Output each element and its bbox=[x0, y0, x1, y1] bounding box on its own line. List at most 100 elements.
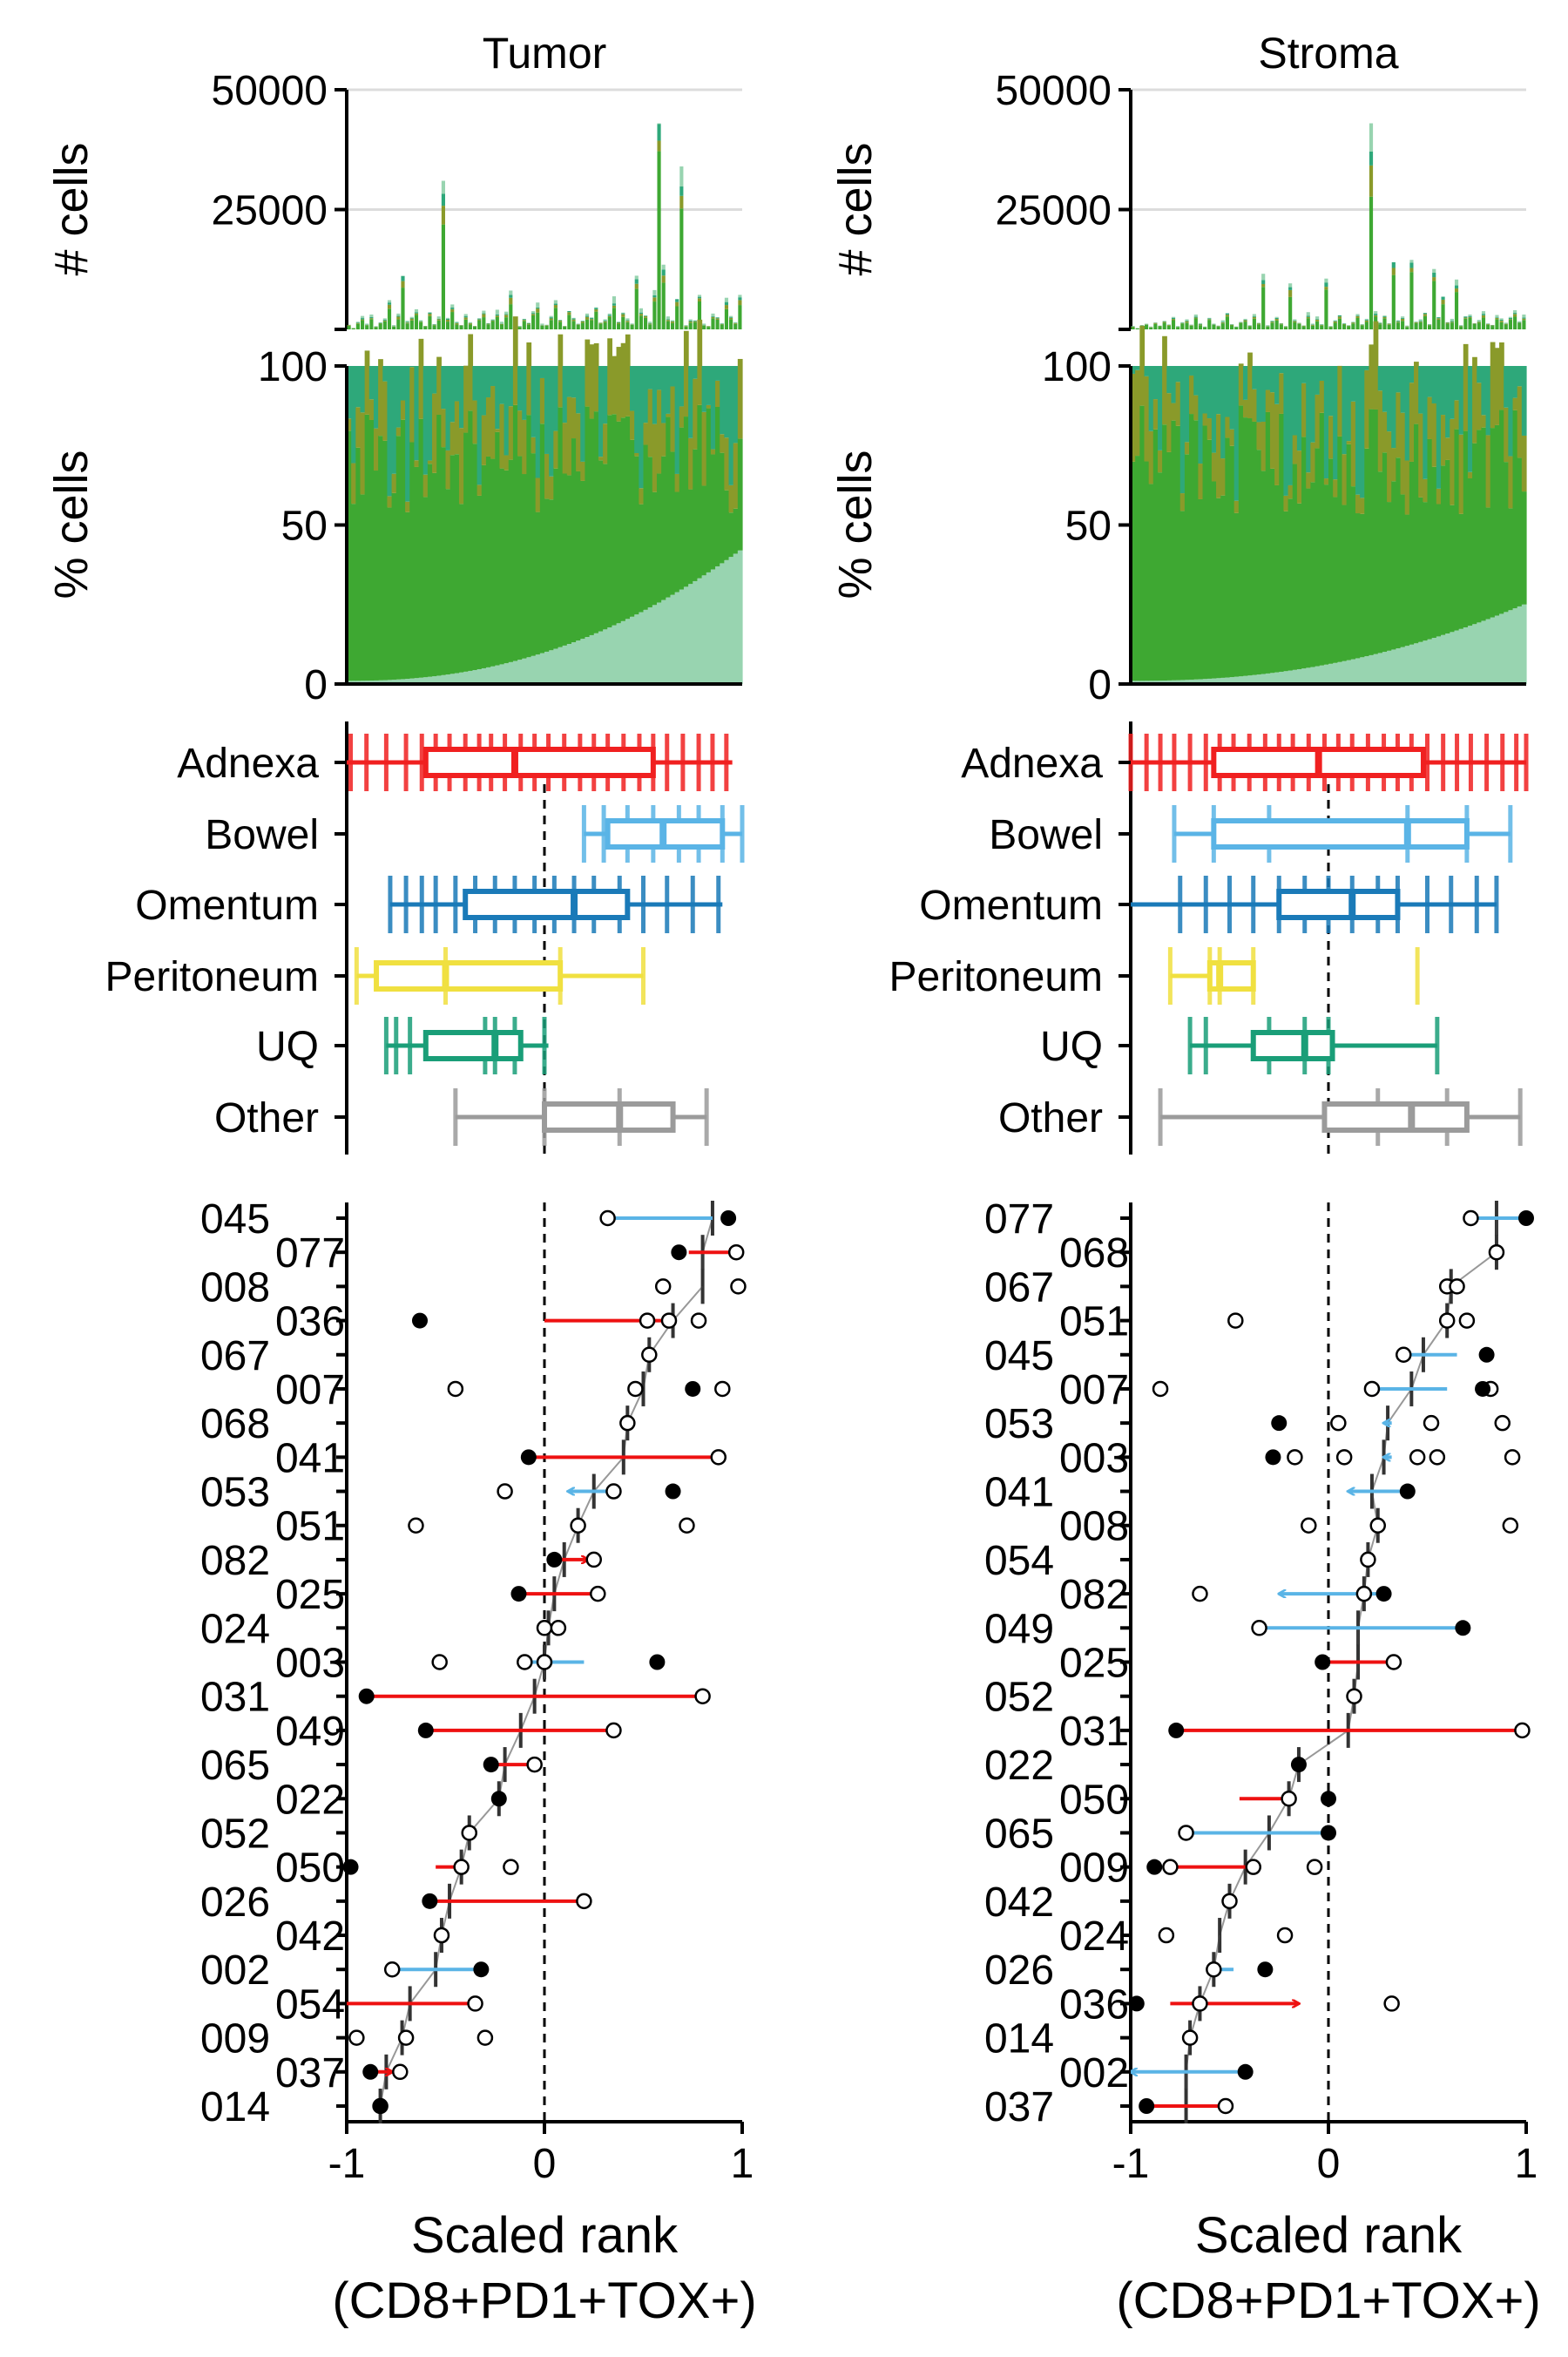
bar-segment bbox=[1388, 325, 1391, 329]
open-dot bbox=[640, 1314, 654, 1328]
bar-segment bbox=[1334, 322, 1337, 323]
stack-segment bbox=[576, 471, 581, 640]
stack-segment bbox=[1261, 366, 1267, 422]
stack-segment bbox=[486, 366, 491, 397]
stack-segment bbox=[1468, 478, 1473, 626]
stack-segment bbox=[374, 471, 379, 681]
bar-segment bbox=[1190, 326, 1193, 329]
filled-dot bbox=[1139, 2098, 1154, 2114]
stack-segment bbox=[1405, 646, 1410, 684]
open-dot bbox=[435, 1928, 449, 1942]
stack-segment bbox=[1261, 471, 1267, 674]
bar-segment bbox=[477, 319, 481, 320]
stack-segment bbox=[1288, 485, 1294, 498]
open-dot bbox=[1361, 1553, 1375, 1567]
bar-segment bbox=[671, 323, 674, 329]
bar-segment bbox=[1257, 322, 1260, 323]
stack-segment bbox=[1158, 366, 1163, 450]
stack-segment bbox=[1266, 366, 1271, 390]
bar-segment bbox=[1239, 322, 1242, 323]
filled-dot bbox=[685, 1381, 700, 1397]
stack-segment bbox=[1274, 366, 1280, 404]
stack-segment bbox=[1513, 410, 1518, 608]
stack-segment bbox=[1342, 505, 1347, 661]
stack-segment bbox=[1423, 502, 1428, 640]
filled-dot bbox=[666, 1484, 681, 1500]
box bbox=[1213, 821, 1467, 847]
bar-segment bbox=[1419, 322, 1423, 329]
bar-segment bbox=[1409, 268, 1413, 273]
open-dot bbox=[1348, 1690, 1362, 1703]
bar-segment bbox=[729, 317, 733, 318]
stack-segment bbox=[531, 366, 537, 437]
filled-dot bbox=[546, 1552, 562, 1568]
stack-segment bbox=[1274, 404, 1280, 485]
stack-segment bbox=[1270, 392, 1275, 469]
bar-segment bbox=[594, 308, 598, 309]
bar-segment bbox=[1275, 317, 1279, 318]
stack-segment bbox=[639, 366, 644, 488]
open-dot bbox=[591, 1587, 605, 1601]
stack-segment bbox=[598, 457, 604, 460]
bar-segment bbox=[1185, 322, 1188, 329]
stack-segment bbox=[522, 366, 527, 420]
y-tick-label: 25000 bbox=[996, 188, 1112, 234]
stack-segment bbox=[1347, 444, 1352, 660]
stack-segment bbox=[495, 666, 500, 684]
bar-segment bbox=[1463, 319, 1467, 329]
bar-segment bbox=[1180, 322, 1184, 323]
bar-segment bbox=[733, 324, 737, 329]
bar-segment bbox=[1329, 327, 1333, 329]
bar-segment bbox=[711, 318, 714, 329]
bar-segment bbox=[523, 320, 526, 321]
stack-segment bbox=[463, 672, 469, 684]
bar-segment bbox=[1253, 316, 1256, 317]
median-trace bbox=[505, 1730, 521, 1764]
stack-segment bbox=[401, 366, 406, 401]
stack-segment bbox=[450, 366, 456, 422]
open-dot bbox=[729, 1245, 743, 1259]
stack-segment bbox=[1405, 515, 1410, 647]
bar-segment bbox=[410, 317, 414, 318]
bar-segment bbox=[419, 321, 422, 322]
stack-segment bbox=[1454, 400, 1459, 429]
bar-segment bbox=[1463, 316, 1467, 317]
bar-segment bbox=[388, 302, 391, 305]
stack-segment bbox=[472, 401, 477, 444]
bar-segment bbox=[689, 321, 693, 322]
bar-segment bbox=[1392, 262, 1396, 268]
bar-segment bbox=[675, 299, 679, 301]
bar-segment bbox=[1423, 314, 1427, 316]
bar-segment bbox=[392, 327, 395, 329]
bar-segment bbox=[1203, 328, 1206, 329]
stack-segment bbox=[405, 512, 410, 679]
bar-segment bbox=[657, 152, 660, 329]
bar-segment bbox=[689, 319, 693, 320]
bar-segment bbox=[496, 317, 499, 329]
bar-segment bbox=[585, 315, 589, 316]
stack-segment bbox=[1230, 366, 1235, 430]
stack-segment bbox=[666, 417, 671, 598]
bar-segment bbox=[1257, 324, 1260, 329]
bar-segment bbox=[1199, 323, 1202, 324]
stack-segment bbox=[711, 450, 716, 455]
bar-segment bbox=[1288, 283, 1292, 287]
stack-segment bbox=[1428, 439, 1433, 640]
bar-segment bbox=[388, 300, 391, 302]
stack-segment bbox=[1396, 366, 1401, 392]
bar-segment bbox=[635, 284, 639, 289]
stack-segment bbox=[1189, 376, 1194, 414]
bar-segment bbox=[720, 324, 724, 325]
bar-segment bbox=[550, 316, 553, 318]
bar-segment bbox=[621, 313, 625, 314]
stack-segment bbox=[1180, 366, 1186, 493]
stack-segment bbox=[1391, 649, 1396, 684]
stack-segment bbox=[693, 366, 698, 379]
row-label: 045 bbox=[984, 1333, 1054, 1379]
y-axis-label: # cells bbox=[45, 142, 98, 275]
stack-segment bbox=[598, 460, 604, 631]
bar-segment bbox=[716, 320, 720, 329]
stack-segment bbox=[409, 442, 415, 678]
stack-segment bbox=[1522, 436, 1527, 491]
bar-segment bbox=[491, 320, 495, 321]
